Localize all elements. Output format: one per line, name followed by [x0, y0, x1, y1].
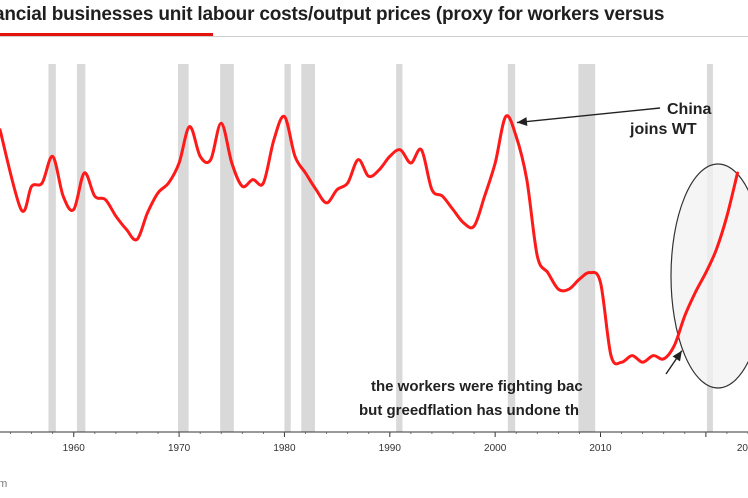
x-axis-ticks: 1960 1970 1980 1990 2000 2010 20	[10, 432, 748, 454]
x-tick-label: 1980	[273, 443, 296, 454]
recession-band	[48, 64, 56, 432]
x-tick-label: 2000	[484, 443, 507, 454]
chart-title: ancial businesses unit labour costs/outp…	[0, 4, 665, 25]
recession-band	[284, 64, 291, 432]
recession-band	[507, 64, 516, 432]
recession-band	[396, 64, 403, 432]
recession-band	[76, 64, 86, 432]
recession-band	[301, 64, 316, 432]
title-divider	[0, 36, 748, 37]
annotation-workers-line1: the workers were fighting bac	[371, 378, 583, 395]
recession-bands	[48, 64, 713, 432]
series-line	[0, 114, 739, 366]
recession-band	[178, 64, 189, 432]
x-tick-label: 2010	[589, 443, 612, 454]
x-tick-label: 20	[737, 443, 748, 454]
annotation-joins-wto: joins WT	[629, 121, 697, 138]
recession-band	[220, 64, 234, 432]
source-note: am	[0, 478, 8, 490]
annotation-workers-line2: but greedflation has undone th	[359, 402, 579, 419]
china-arrow	[516, 107, 661, 124]
annotation-china: China	[667, 101, 712, 118]
x-tick-label: 1960	[63, 443, 86, 454]
workers-arrow-head	[672, 350, 682, 362]
china-arrow-head	[516, 117, 528, 127]
highlight-ellipse	[670, 163, 748, 389]
recession-band	[578, 64, 596, 432]
x-tick-label: 1990	[379, 443, 402, 454]
title-accent-bar	[0, 33, 213, 37]
x-tick-label: 1970	[168, 443, 191, 454]
